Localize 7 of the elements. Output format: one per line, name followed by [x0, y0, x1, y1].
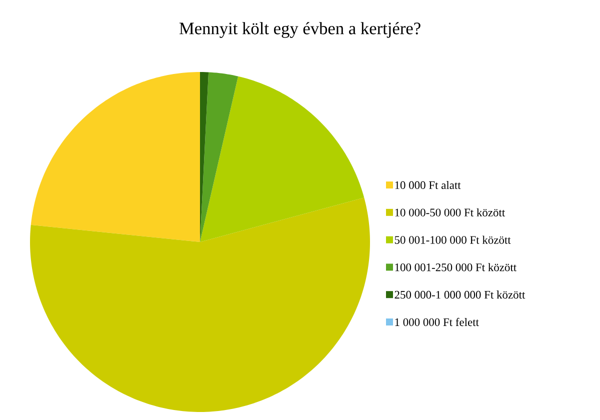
- legend-label: 10 000-50 000 Ft között: [395, 208, 506, 216]
- legend-label: 100 001-250 000 Ft között: [395, 263, 517, 272]
- legend-label: 250 000-1 000 000 Ft között: [394, 290, 526, 299]
- legend-label: 10 000 Ft alatt: [395, 180, 461, 190]
- legend-label: 1 000 000 Ft felett: [395, 318, 479, 326]
- chart-title: Mennyit költ egy évben a kertjére?: [179, 22, 420, 38]
- legend-label: 50 001-100 000 Ft között: [394, 236, 511, 244]
